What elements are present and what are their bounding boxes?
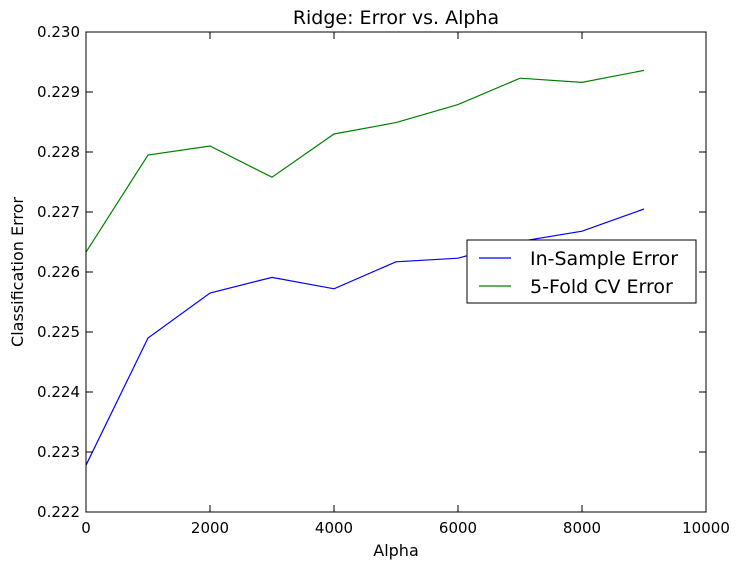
series-1-point bbox=[333, 287, 336, 290]
series-1-point bbox=[457, 257, 460, 260]
series-2-point bbox=[271, 176, 274, 179]
series-2-point bbox=[147, 154, 150, 157]
y-tick-label: 0.227 bbox=[37, 203, 80, 221]
x-tick-label: 2000 bbox=[191, 519, 229, 537]
y-tick-label: 0.223 bbox=[37, 443, 80, 461]
y-tick-label: 0.226 bbox=[37, 263, 80, 281]
x-tick-label: 4000 bbox=[315, 519, 353, 537]
x-tick-label: 8000 bbox=[563, 519, 601, 537]
series-2-point bbox=[457, 103, 460, 106]
y-tick-label: 0.229 bbox=[37, 83, 80, 101]
chart-title: Ridge: Error vs. Alpha bbox=[293, 7, 499, 29]
series-2-point bbox=[333, 133, 336, 136]
series-line-1 bbox=[85, 208, 645, 466]
legend-label-1: In-Sample Error bbox=[530, 248, 678, 270]
series-2-point bbox=[643, 69, 646, 72]
series-1-point bbox=[581, 230, 584, 233]
y-tick-label: 0.222 bbox=[37, 503, 80, 521]
y-tick-label: 0.230 bbox=[37, 23, 80, 41]
y-tick-label: 0.228 bbox=[37, 143, 80, 161]
plot-marks bbox=[85, 69, 646, 466]
legend-label-2: 5-Fold CV Error bbox=[530, 276, 673, 298]
series-1-point bbox=[209, 292, 212, 295]
series-1-point bbox=[147, 337, 150, 340]
legend: In-Sample Error 5-Fold CV Error bbox=[466, 239, 697, 304]
legend-box bbox=[466, 239, 697, 304]
series-1-point bbox=[643, 208, 646, 211]
y-tick-label: 0.225 bbox=[37, 323, 80, 341]
y-tick-label: 0.224 bbox=[37, 383, 80, 401]
series-2-point bbox=[209, 145, 212, 148]
x-tick-label: 0 bbox=[81, 519, 91, 537]
series-1-point bbox=[395, 260, 398, 263]
series-1-point bbox=[271, 276, 274, 279]
axis-ticks: 0 2000 4000 6000 8000 10000 0.222 0.223 0.224 0.2… bbox=[37, 23, 730, 537]
x-tick-label: 10000 bbox=[682, 519, 730, 537]
series-2-point bbox=[395, 121, 398, 124]
y-axis-label: Classification Error bbox=[8, 197, 27, 347]
series-2-point bbox=[581, 81, 584, 84]
x-tick-label: 6000 bbox=[439, 519, 477, 537]
x-axis-label: Alpha bbox=[373, 541, 419, 560]
series-line-2 bbox=[85, 69, 645, 253]
series-2-point bbox=[519, 77, 522, 80]
